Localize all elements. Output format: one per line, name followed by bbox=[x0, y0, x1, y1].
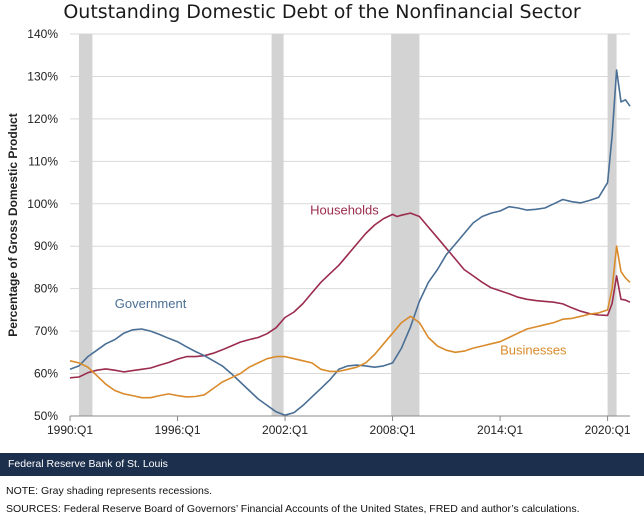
chart-title: Outstanding Domestic Debt of the Nonfina… bbox=[63, 1, 581, 23]
recession-band bbox=[271, 34, 284, 416]
annotations: Households Government Businesses bbox=[115, 202, 567, 357]
line-chart: 50% 60% 70% 80% 90% 100% 110% 120% 130% 140% 1990… bbox=[6, 27, 631, 437]
y-tick-label: 60% bbox=[34, 367, 58, 381]
series-label-government: Government bbox=[115, 296, 187, 311]
grid bbox=[70, 33, 630, 417]
y-tick-label: 120% bbox=[27, 112, 58, 126]
series-label-businesses: Businesses bbox=[500, 342, 567, 357]
series-line-businesses bbox=[69, 245, 631, 399]
series-lines bbox=[69, 69, 631, 416]
source-bar: Federal Reserve Bank of St. Louis bbox=[0, 453, 644, 476]
series-label-households: Households bbox=[310, 202, 379, 217]
y-tick-label: 140% bbox=[27, 27, 58, 41]
x-tick-label: 1990:Q1 bbox=[47, 423, 93, 437]
recession-band bbox=[391, 34, 420, 416]
y-tick-label: 80% bbox=[34, 282, 58, 296]
x-tick-label: 2008:Q1 bbox=[370, 423, 416, 437]
y-tick-label: 130% bbox=[27, 69, 58, 83]
y-tick-label: 100% bbox=[27, 197, 58, 211]
y-axis-ticks: 50% 60% 70% 80% 90% 100% 110% 120% 130% 140% bbox=[27, 27, 58, 423]
sources-text: SOURCES: Federal Reserve Board of Govern… bbox=[6, 503, 580, 515]
x-tick-label: 2014:Q1 bbox=[477, 423, 523, 437]
recession-band bbox=[607, 34, 617, 416]
series-line-households bbox=[69, 212, 631, 379]
x-axis-ticks: 1990:Q1 1996:Q1 2002:Q1 2008:Q1 2014:Q1 2020:… bbox=[47, 415, 631, 437]
x-tick-label: 2002:Q1 bbox=[262, 423, 308, 437]
recession-band bbox=[78, 34, 93, 416]
x-tick-label: 1996:Q1 bbox=[154, 423, 200, 437]
x-tick-label: 2020:Q1 bbox=[585, 423, 631, 437]
y-axis-label: Percentage of Gross Domestic Product bbox=[6, 113, 20, 336]
note-text: NOTE: Gray shading represents recessions… bbox=[6, 485, 213, 497]
series-line-government bbox=[69, 69, 631, 416]
y-tick-label: 110% bbox=[28, 154, 58, 168]
y-tick-label: 70% bbox=[34, 324, 58, 338]
recession-shading bbox=[78, 34, 617, 416]
y-tick-label: 50% bbox=[34, 409, 58, 423]
y-tick-label: 90% bbox=[34, 239, 58, 253]
